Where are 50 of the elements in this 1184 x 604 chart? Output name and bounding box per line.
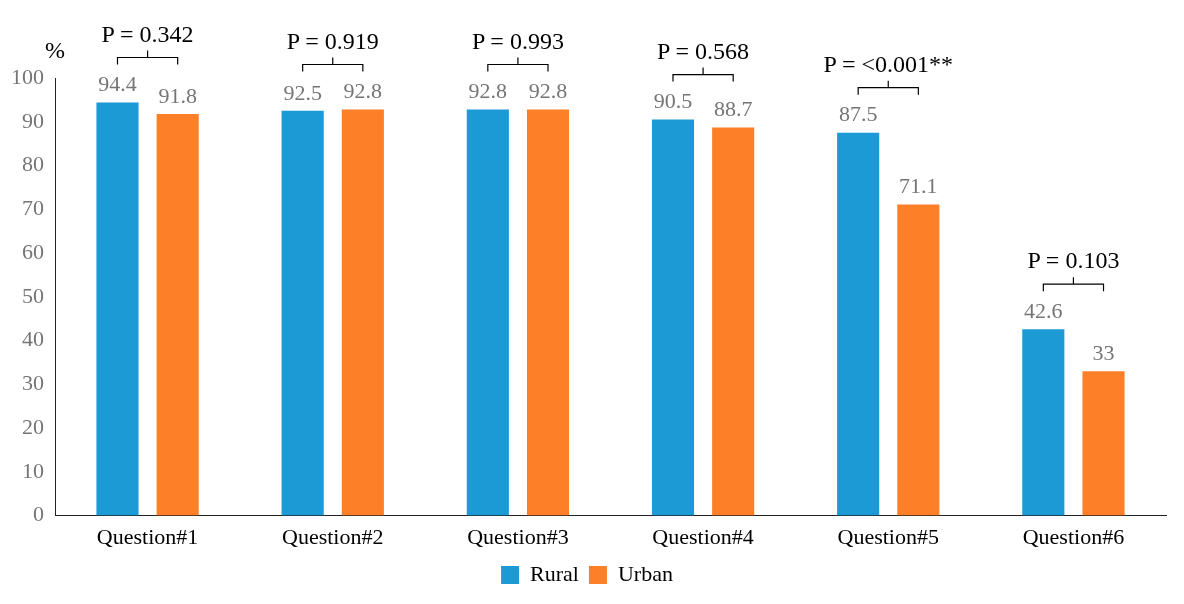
- y-tick-label: 0: [33, 501, 44, 527]
- bar: [96, 102, 139, 516]
- y-tick-label: 80: [22, 151, 44, 177]
- y-tick-label: 40: [22, 326, 44, 352]
- bar: [156, 113, 199, 516]
- bar: [1082, 371, 1125, 516]
- legend-label: Rural: [530, 560, 579, 586]
- data-label: 90.5: [653, 88, 693, 114]
- y-tick-label: 100: [11, 63, 44, 89]
- bar: [651, 119, 695, 516]
- bar: [712, 127, 755, 516]
- x-tick-label: Question#4: [652, 523, 754, 549]
- annotation: P = 0.103: [1027, 247, 1120, 274]
- text: P = 0.919: [286, 27, 379, 54]
- y-tick-label: 30: [22, 370, 44, 396]
- x-tick-label: Question#5: [837, 523, 939, 549]
- text: P = 0.993: [471, 27, 564, 54]
- data-label: 33: [1092, 339, 1115, 365]
- y-tick-label: 90: [22, 107, 44, 133]
- y-tick-label: 10: [22, 457, 44, 483]
- data-label: 87.5: [838, 101, 878, 127]
- bar: [281, 110, 324, 516]
- bar: [837, 132, 880, 516]
- bar: [1022, 329, 1065, 516]
- data-label: 92.8: [468, 78, 508, 104]
- text: P = 0.342: [101, 20, 194, 47]
- data-label: 92.5: [283, 79, 322, 105]
- x-tick-label: Question#6: [1022, 523, 1125, 549]
- text: P = 0.568: [657, 37, 750, 64]
- y-axis-title: %: [45, 37, 65, 64]
- y-tick-label: 50: [22, 282, 44, 308]
- data-label: 42.6: [1024, 297, 1063, 323]
- data-label: 92.8: [343, 78, 383, 104]
- y-tick-label: 60: [22, 238, 44, 264]
- y-tick-label: 20: [22, 413, 44, 439]
- bar: [897, 204, 940, 516]
- bar: [466, 109, 509, 516]
- legend-label: Urban: [617, 560, 673, 586]
- data-label: 91.8: [158, 82, 197, 108]
- data-label: 71.1: [899, 173, 938, 199]
- data-label: 88.7: [713, 96, 753, 122]
- y-tick-label: 70: [22, 195, 44, 221]
- data-label: 94.4: [98, 71, 137, 97]
- text: P = <0.001**: [823, 51, 954, 77]
- bar: [341, 109, 384, 516]
- data-label: 92.8: [528, 78, 568, 104]
- bar: [526, 109, 570, 516]
- x-tick-label: Question#3: [467, 523, 569, 549]
- x-tick-label: Question#1: [96, 523, 199, 549]
- x-tick-label: Question#2: [282, 523, 384, 549]
